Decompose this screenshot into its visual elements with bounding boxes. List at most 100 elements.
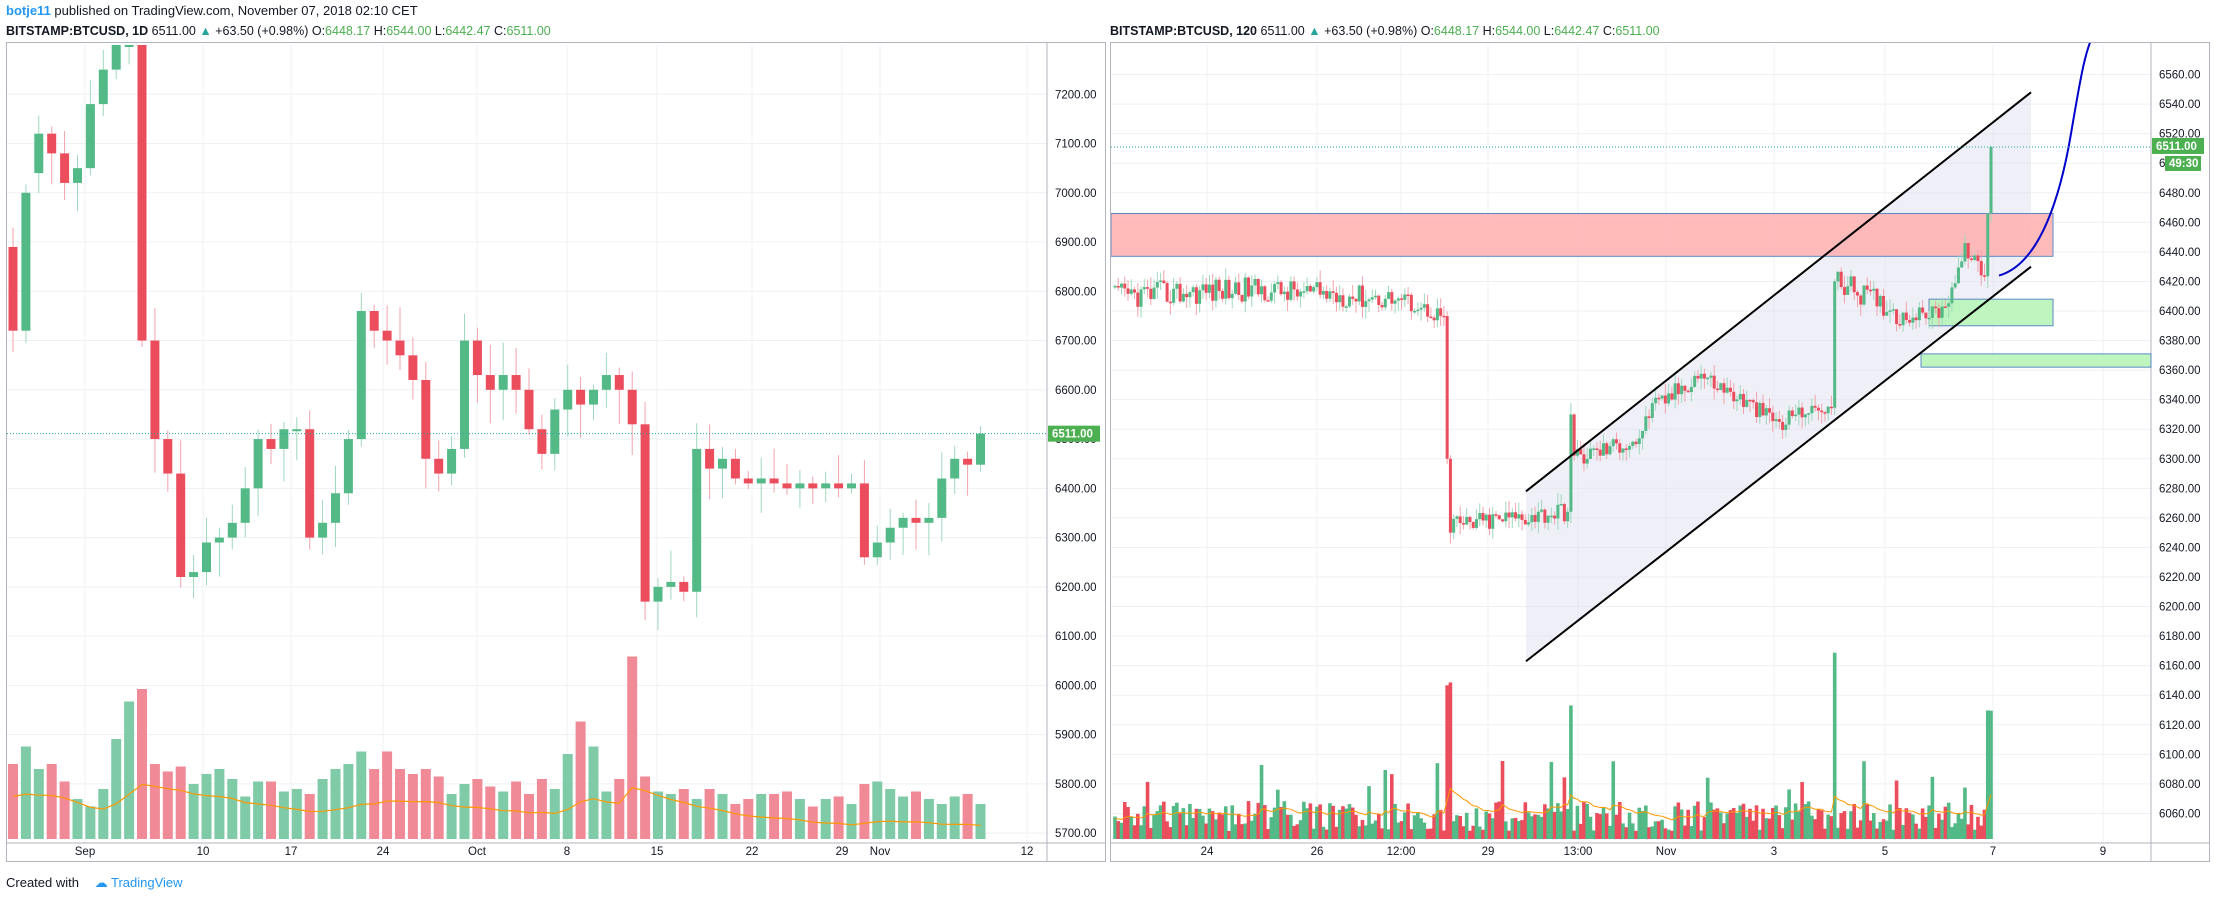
candle-body <box>1956 267 1960 284</box>
x-tick-label: 8 <box>564 846 570 858</box>
candle-body <box>1178 283 1182 302</box>
x-tick-label: Nov <box>870 846 891 858</box>
right-chart-canvas[interactable]: 6560.006540.006520.006500.006480.006460.… <box>1111 43 2209 861</box>
candle-body <box>1364 301 1368 307</box>
volume-bar <box>1390 774 1394 839</box>
candle-body <box>1751 400 1755 403</box>
candle-body <box>1794 414 1798 417</box>
x-tick-label: 12:00 <box>1387 846 1416 858</box>
candle-body <box>627 389 637 425</box>
candle-body <box>1878 295 1882 307</box>
volume-bar <box>1510 818 1515 839</box>
candle-body <box>769 478 779 484</box>
candle-body <box>1354 298 1358 302</box>
volume-bar <box>1969 804 1974 839</box>
volume-bar <box>1715 808 1720 839</box>
volume-bar <box>1442 830 1446 839</box>
volume-bar <box>1272 807 1277 839</box>
volume-bar <box>1165 821 1169 839</box>
candle-body <box>1738 393 1742 400</box>
volume-bar <box>1663 828 1668 839</box>
candle-body <box>1162 280 1166 283</box>
candle-body <box>1781 421 1785 430</box>
candle-body <box>1487 514 1491 529</box>
candle-body <box>1914 317 1918 321</box>
candle-body <box>679 581 689 592</box>
volume-bar <box>1611 761 1616 839</box>
candle-body <box>1869 289 1873 292</box>
candle-body <box>1546 515 1550 523</box>
candle-body <box>1784 424 1788 430</box>
candle-body <box>1774 419 1778 422</box>
y-tick-label: 6900.00 <box>1055 237 1097 249</box>
author-name[interactable]: botje11 <box>6 3 51 18</box>
right-high-label: H: <box>1482 24 1496 38</box>
volume-bar <box>1337 809 1342 839</box>
candle-body <box>408 355 418 380</box>
x-tick-label: 24 <box>377 846 390 858</box>
candle-body <box>1618 443 1622 453</box>
candle-body <box>1299 291 1303 297</box>
candle-body <box>1696 375 1700 379</box>
candle-body <box>1243 277 1247 302</box>
y-tick-label: 6100.00 <box>1055 631 1097 643</box>
candle-body <box>1325 290 1329 299</box>
left-chart-canvas[interactable]: 7200.00 7100.00 7000.00 6900.00 6800.00 6700.… <box>7 43 1105 861</box>
publish-info: published on TradingView.com, November 0… <box>50 3 418 18</box>
volume-bar <box>1858 820 1863 839</box>
candle-body <box>1393 300 1397 304</box>
y-tick-label: 6400.00 <box>1055 483 1097 495</box>
volume-bar <box>1354 814 1358 839</box>
volume-bar <box>1924 816 1928 839</box>
candle-body <box>1497 515 1501 520</box>
candle-body <box>1960 261 1964 268</box>
volume-bar <box>1982 809 1987 839</box>
candle-body <box>1282 291 1286 295</box>
candle-body <box>1742 393 1746 407</box>
candle-body <box>1136 292 1140 307</box>
left-chart-panel[interactable]: 7200.00 7100.00 7000.00 6900.00 6800.00 6700.… <box>6 42 1106 862</box>
y-tick-label: 6000.00 <box>1055 680 1097 692</box>
candle-body <box>1149 288 1153 299</box>
candle-body <box>705 448 715 469</box>
candle-body <box>1247 277 1251 297</box>
candle-body <box>318 522 328 538</box>
candle-body <box>1667 393 1671 404</box>
volume-bar <box>1556 803 1560 839</box>
volume-bar <box>511 781 522 839</box>
volume-bar <box>1360 820 1365 839</box>
volume-bar <box>1754 805 1759 839</box>
candle-body <box>1631 441 1635 447</box>
candle-body <box>1253 278 1257 286</box>
candle-body <box>163 439 173 474</box>
candle-body <box>950 458 960 479</box>
right-chart-panel[interactable]: 6560.006540.006520.006500.006480.006460.… <box>1110 42 2210 862</box>
candle-body <box>1220 290 1224 299</box>
left-low: 6442.47 <box>445 24 491 38</box>
volume-bar <box>1647 827 1651 839</box>
candle-body <box>640 424 650 602</box>
volume-bar <box>1328 803 1332 839</box>
candle-body <box>1904 312 1908 321</box>
channel-lower-line <box>1525 265 2032 663</box>
x-tick-label: 29 <box>836 846 849 858</box>
candle-body <box>1439 308 1443 316</box>
footer: Created with ☁ TradingView <box>6 872 183 894</box>
tradingview-link[interactable]: TradingView <box>111 875 183 890</box>
volume-bar <box>1722 823 1726 839</box>
candle-body <box>1260 286 1264 295</box>
volume-bar <box>1757 829 1762 839</box>
candle-body <box>227 522 237 538</box>
tradingview-logo-icon[interactable]: ☁ <box>94 875 108 890</box>
candle-body <box>1406 294 1410 297</box>
y-tick-label: 6300.00 <box>1055 533 1097 545</box>
candle-body <box>1129 289 1133 294</box>
volume-bar <box>1139 825 1143 839</box>
candle-body <box>1605 443 1609 455</box>
candle-body <box>1374 295 1378 298</box>
candle-body <box>1429 316 1433 319</box>
right-symbol: BITSTAMP:BTCUSD, 120 <box>1110 24 1258 38</box>
volume-bar <box>1735 812 1739 839</box>
volume-bar <box>1474 808 1479 839</box>
volume-bar <box>1409 829 1414 839</box>
